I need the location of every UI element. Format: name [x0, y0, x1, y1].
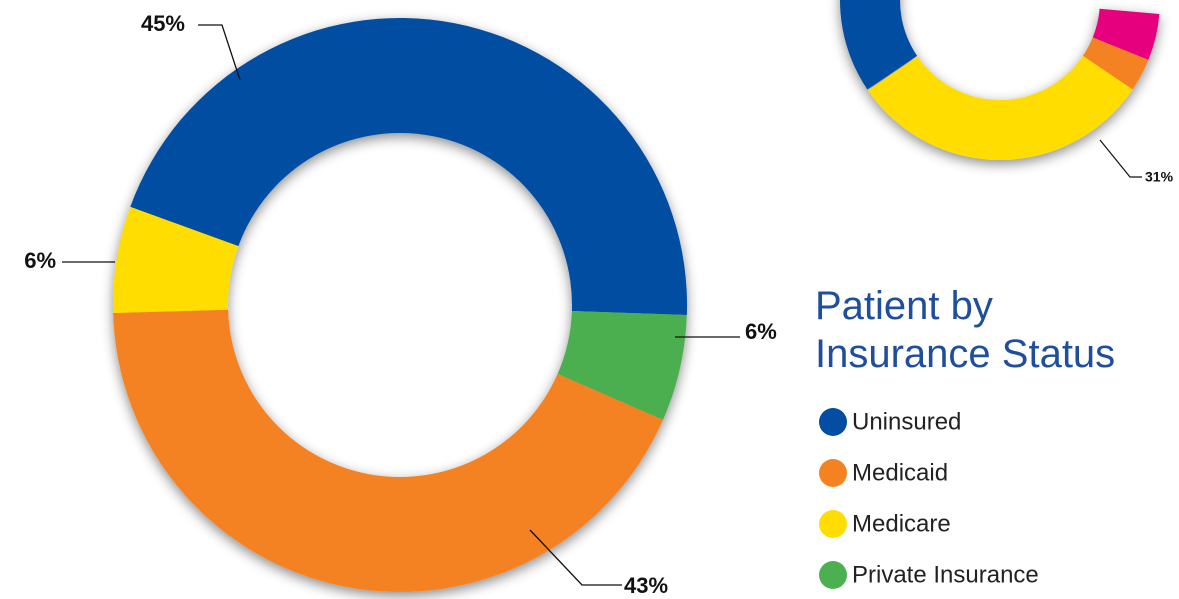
legend-swatch [819, 510, 847, 538]
legend-swatch [819, 408, 847, 436]
donut-segment [557, 311, 687, 420]
donut-segment [113, 206, 239, 314]
decor-segment [1082, 37, 1149, 90]
leader-line [198, 24, 241, 81]
legend-label: Private Insurance [852, 561, 1039, 588]
leader-line [529, 529, 622, 586]
legend-label: Medicaid [852, 459, 948, 486]
secondary-donut [840, 0, 1160, 161]
data-label: 45% [141, 11, 185, 36]
leader-line [1099, 139, 1142, 178]
labels: 45% 6% 43% 6% Uninsured Medicaid Medicare Priva… [24, 11, 1173, 598]
donut-segment [867, 55, 1133, 161]
legend-label: Uninsured [852, 408, 961, 435]
legend-label: Medicare [852, 510, 951, 537]
main-donut [113, 17, 687, 593]
data-label: 31% [1145, 169, 1174, 185]
decor-segment [840, 0, 918, 90]
data-label: 6% [745, 319, 777, 344]
decor-segment [1092, 8, 1160, 60]
legend-swatch [819, 561, 847, 589]
donut-segment [130, 17, 687, 316]
data-label: 43% [624, 573, 668, 598]
data-label: 6% [24, 248, 56, 273]
chart-title: Patient by Insurance Status [815, 284, 1116, 376]
legend-swatch [819, 459, 847, 487]
donut-segment [113, 309, 663, 593]
